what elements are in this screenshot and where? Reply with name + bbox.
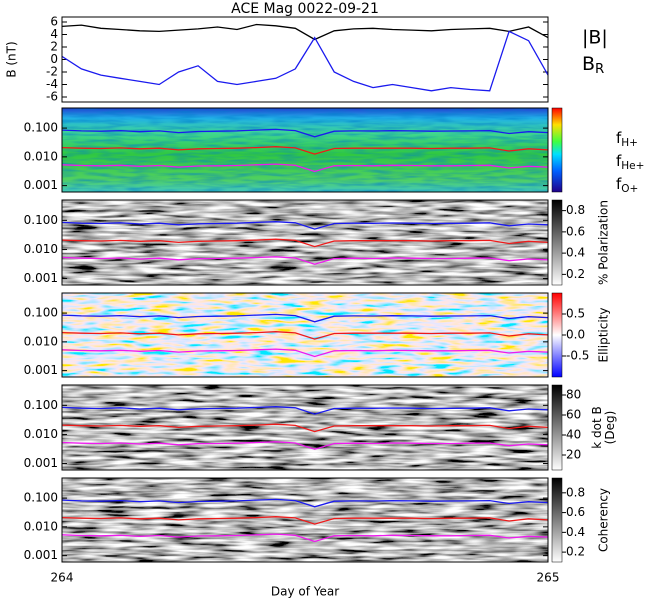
data-line bbox=[62, 423, 548, 433]
y-tick-label: 0 bbox=[50, 52, 58, 66]
colorbar bbox=[551, 107, 563, 193]
colorbar-label: Ellipticity bbox=[597, 308, 611, 363]
colorbar-label: % Polarization bbox=[597, 200, 611, 285]
colorbar-tick-label: -0.5 bbox=[566, 349, 589, 363]
legend-label: BR bbox=[582, 53, 604, 78]
colorbar-tick-label: 0.2 bbox=[566, 267, 585, 281]
y-tick-label: 0.001 bbox=[24, 271, 58, 285]
y-tick-label: 0.100 bbox=[24, 306, 58, 320]
legend-label: |B| bbox=[582, 27, 608, 49]
y-tick-label: 0.100 bbox=[24, 121, 58, 135]
y-tick-label: 2 bbox=[50, 40, 58, 54]
y-axis-label: B (nT) bbox=[5, 41, 19, 77]
legend-label: fO+ bbox=[616, 175, 638, 196]
data-line bbox=[62, 256, 548, 265]
colorbar-tick-label: 0.2 bbox=[566, 545, 585, 559]
legend-label: fHe+ bbox=[616, 152, 644, 173]
colorbar-tick-label: 0.8 bbox=[566, 203, 585, 217]
data-line bbox=[62, 146, 548, 155]
colorbar bbox=[551, 199, 563, 286]
data-line bbox=[62, 348, 548, 358]
data-line bbox=[62, 238, 548, 248]
colorbar-tick-label: 40 bbox=[566, 428, 581, 442]
y-tick-label: 4 bbox=[50, 27, 58, 41]
data-line bbox=[62, 221, 548, 230]
colorbar-tick-label: 0.8 bbox=[566, 485, 585, 499]
spectrogram bbox=[62, 293, 548, 377]
data-line bbox=[62, 533, 548, 543]
data-line bbox=[62, 128, 548, 138]
y-tick-label: -2 bbox=[46, 65, 58, 79]
colorbar-tick-label: 20 bbox=[566, 448, 581, 462]
data-line bbox=[62, 331, 548, 340]
x-tick-label: 264 bbox=[51, 571, 74, 585]
y-tick-label: 0.001 bbox=[24, 548, 58, 562]
y-tick-label: 0.001 bbox=[24, 456, 58, 470]
data-line bbox=[62, 163, 548, 173]
colorbar-tick-label: 0.5 bbox=[566, 307, 585, 321]
colorbar bbox=[551, 477, 563, 563]
colorbar-tick-label: 0.4 bbox=[566, 246, 585, 260]
colorbar-tick-label: 80 bbox=[566, 388, 581, 402]
data-line bbox=[62, 406, 548, 415]
y-tick-label: -6 bbox=[46, 90, 58, 104]
colorbar bbox=[551, 292, 563, 378]
y-tick-label: 0.001 bbox=[24, 178, 58, 192]
spectrogram bbox=[62, 200, 548, 285]
x-tick-label: 265 bbox=[537, 571, 560, 585]
colorbar-tick-label: 0.6 bbox=[566, 224, 585, 238]
y-tick-label: 0.010 bbox=[24, 149, 58, 163]
plot-frame bbox=[61, 107, 549, 193]
y-tick-label: 0.010 bbox=[24, 242, 58, 256]
plot-frame bbox=[61, 199, 549, 286]
colorbar-tick-label: 60 bbox=[566, 408, 581, 422]
plot-frame bbox=[61, 16, 549, 103]
data-line bbox=[62, 498, 548, 508]
colorbar-tick-label: 0.0 bbox=[566, 328, 585, 342]
y-tick-label: 0.001 bbox=[24, 363, 58, 377]
spectrogram bbox=[62, 385, 548, 470]
y-tick-label: 6 bbox=[50, 15, 58, 29]
y-tick-label: 0.100 bbox=[24, 398, 58, 412]
colorbar-label: Coherency bbox=[597, 488, 611, 552]
legend-label: fH+ bbox=[616, 129, 638, 150]
colorbar bbox=[551, 384, 563, 471]
y-tick-label: 0.010 bbox=[24, 427, 58, 441]
x-axis-label: Day of Year bbox=[271, 585, 339, 599]
y-tick-label: 0.010 bbox=[24, 519, 58, 533]
data-line bbox=[62, 23, 548, 41]
plot-frame bbox=[61, 292, 549, 378]
colorbar-label: (Deg) bbox=[603, 411, 617, 445]
y-tick-label: 0.010 bbox=[24, 334, 58, 348]
colorbar-tick-label: 0.4 bbox=[566, 525, 585, 539]
spectrogram bbox=[62, 478, 548, 562]
data-line bbox=[62, 441, 548, 450]
colorbar-tick-label: 0.6 bbox=[566, 505, 585, 519]
colorbar-label: k dot B bbox=[590, 406, 604, 448]
y-tick-label: -4 bbox=[46, 77, 58, 91]
y-tick-label: 0.100 bbox=[24, 213, 58, 227]
spectrogram-texture bbox=[62, 108, 548, 192]
data-line bbox=[62, 30, 548, 92]
data-line bbox=[62, 313, 548, 323]
y-tick-label: 0.100 bbox=[24, 491, 58, 505]
plot-frame bbox=[61, 384, 549, 471]
plot-frame bbox=[61, 477, 549, 563]
data-line bbox=[62, 516, 548, 525]
chart-title: ACE Mag 0022-09-21 bbox=[231, 1, 379, 17]
